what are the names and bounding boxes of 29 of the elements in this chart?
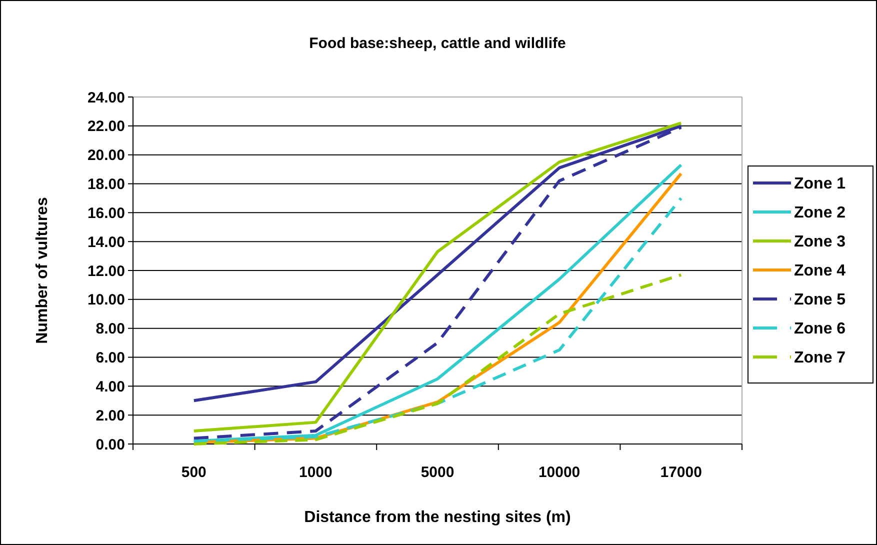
chart-title: Food base:sheep, cattle and wildlife: [309, 35, 566, 52]
x-tick-label: 17000: [660, 464, 702, 481]
legend-label: Zone 2: [794, 204, 846, 222]
line-series: [192, 273, 683, 446]
y-tick-label: 22.00: [87, 118, 125, 136]
y-tick-label: 10.00: [87, 292, 125, 309]
y-tick-label: 4.00: [96, 378, 125, 396]
legend-label: Zone 6: [794, 320, 846, 338]
legend-label: Zone 4: [794, 262, 846, 280]
y-tick-label: 20.00: [87, 147, 125, 164]
y-tick-label: 8.00: [96, 320, 125, 338]
y-tick-label: 12.00: [87, 262, 125, 280]
y-tick-label: 2.00: [96, 407, 125, 424]
x-tick-label: 1000: [299, 464, 332, 481]
y-axis-title: Number of vultures: [34, 197, 51, 344]
legend-label: Zone 1: [794, 176, 846, 193]
x-axis-title: Distance from the nesting sites (m): [304, 509, 571, 526]
x-tick-label: 500: [181, 464, 206, 481]
legend-label: Zone 5: [794, 292, 846, 309]
legend-label: Zone 3: [794, 234, 846, 251]
x-tick-label: 5000: [420, 464, 454, 481]
y-tick-label: 18.00: [87, 176, 125, 193]
y-tick-label: 24.00: [87, 89, 125, 106]
y-tick-label: 0.00: [96, 436, 125, 454]
x-tick-label: 10000: [538, 464, 580, 481]
y-tick-label: 14.00: [87, 234, 125, 251]
y-tick-label: 6.00: [96, 350, 125, 366]
y-tick-label: 16.00: [87, 204, 125, 222]
legend-label: Zone 7: [794, 350, 846, 367]
